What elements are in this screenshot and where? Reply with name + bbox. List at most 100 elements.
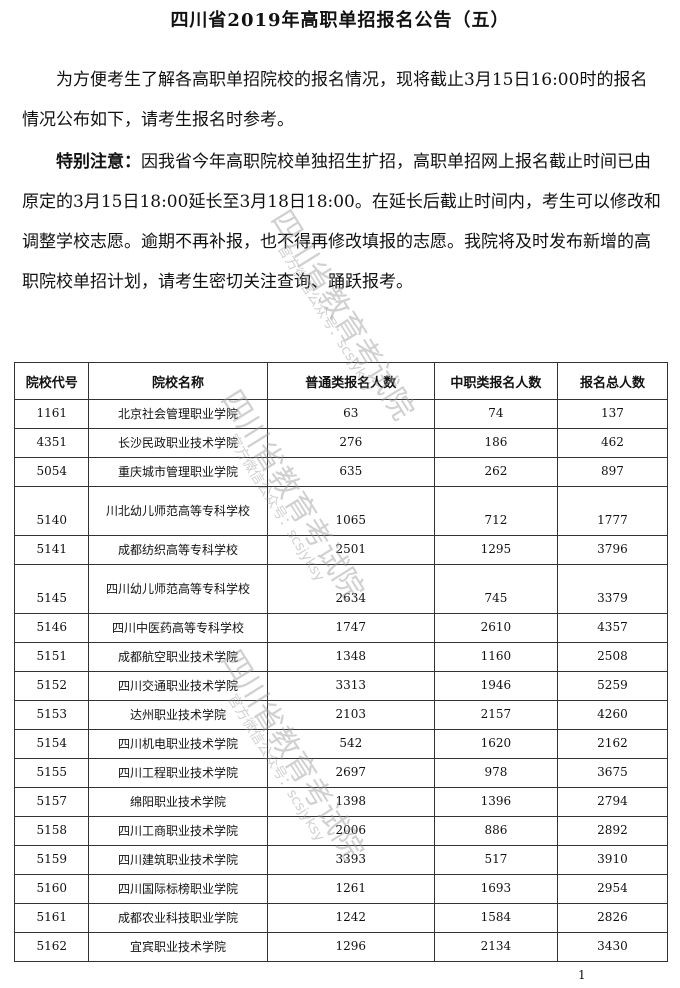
total-count: 4357 bbox=[556, 613, 669, 643]
school-name: 四川幼儿师范高等专科学校 bbox=[88, 564, 268, 614]
total-count: 3910 bbox=[556, 845, 669, 875]
table-row: 5152 四川交通职业技术学院 3313 1946 5259 bbox=[13, 671, 669, 701]
table-row: 5145 四川幼儿师范高等专科学校 2634 745 3379 bbox=[13, 564, 669, 614]
school-code: 5158 bbox=[13, 816, 90, 846]
column-header: 中职类报名人数 bbox=[433, 362, 558, 400]
table-row: 5157 绵阳职业技术学院 1398 1396 2794 bbox=[13, 787, 669, 817]
table-row: 5151 成都航空职业技术学院 1348 1160 2508 bbox=[13, 642, 669, 672]
vocational-count: 1584 bbox=[433, 903, 558, 933]
column-header: 院校名称 bbox=[88, 362, 268, 400]
school-code: 1161 bbox=[13, 399, 90, 429]
table-row: 5160 四川国际标榜职业学院 1261 1693 2954 bbox=[13, 874, 669, 904]
total-count: 2794 bbox=[556, 787, 669, 817]
total-count: 462 bbox=[556, 428, 669, 458]
school-code: 5145 bbox=[13, 564, 90, 614]
table-row: 5162 宜宾职业技术学院 1296 2134 3430 bbox=[13, 932, 669, 962]
general-count: 1296 bbox=[266, 932, 435, 962]
vocational-count: 712 bbox=[433, 486, 558, 536]
general-count: 2103 bbox=[266, 700, 435, 730]
school-code: 5146 bbox=[13, 613, 90, 643]
total-count: 2508 bbox=[556, 642, 669, 672]
vocational-count: 186 bbox=[433, 428, 558, 458]
total-count: 2954 bbox=[556, 874, 669, 904]
column-header: 报名总人数 bbox=[556, 362, 669, 400]
vocational-count: 745 bbox=[433, 564, 558, 614]
school-code: 5140 bbox=[13, 486, 90, 536]
table-row: 5158 四川工商职业技术学院 2006 886 2892 bbox=[13, 816, 669, 846]
school-name: 四川国际标榜职业学院 bbox=[88, 874, 268, 904]
school-code: 5152 bbox=[13, 671, 90, 701]
vocational-count: 2610 bbox=[433, 613, 558, 643]
school-name: 四川中医药高等专科学校 bbox=[88, 613, 268, 643]
vocational-count: 886 bbox=[433, 816, 558, 846]
school-code: 5160 bbox=[13, 874, 90, 904]
vocational-count: 262 bbox=[433, 457, 558, 487]
total-count: 4260 bbox=[556, 700, 669, 730]
school-name: 宜宾职业技术学院 bbox=[88, 932, 268, 962]
table-row: 5154 四川机电职业技术学院 542 1620 2162 bbox=[13, 729, 669, 759]
school-code: 5162 bbox=[13, 932, 90, 962]
total-count: 2162 bbox=[556, 729, 669, 759]
school-code: 5159 bbox=[13, 845, 90, 875]
school-code: 5141 bbox=[13, 535, 90, 565]
vocational-count: 978 bbox=[433, 758, 558, 788]
school-code: 5155 bbox=[13, 758, 90, 788]
school-name: 达州职业技术学院 bbox=[88, 700, 268, 730]
intro-paragraph: 为方便考生了解各高职单招院校的报名情况，现将截止3月15日16:00时的报名情况… bbox=[22, 70, 648, 130]
vocational-count: 517 bbox=[433, 845, 558, 875]
table-header-row: 院校代号 院校名称 普通类报名人数 中职类报名人数 报名总人数 bbox=[13, 362, 669, 400]
total-count: 3379 bbox=[556, 564, 669, 614]
school-code: 5154 bbox=[13, 729, 90, 759]
school-name: 四川工程职业技术学院 bbox=[88, 758, 268, 788]
notice-text: 因我省今年高职院校单独招生扩招，高职单招网上报名截止时间已由原定的3月15日18… bbox=[22, 152, 661, 292]
general-count: 2697 bbox=[266, 758, 435, 788]
school-name: 四川建筑职业技术学院 bbox=[88, 845, 268, 875]
table-row: 1161 北京社会管理职业学院 63 74 137 bbox=[13, 399, 669, 429]
school-code: 5153 bbox=[13, 700, 90, 730]
table-row: 4351 长沙民政职业技术学院 276 186 462 bbox=[13, 428, 669, 458]
vocational-count: 2157 bbox=[433, 700, 558, 730]
school-name: 成都农业科技职业学院 bbox=[88, 903, 268, 933]
table-row: 5155 四川工程职业技术学院 2697 978 3675 bbox=[13, 758, 669, 788]
general-count: 3313 bbox=[266, 671, 435, 701]
school-name: 成都航空职业技术学院 bbox=[88, 642, 268, 672]
general-count: 1398 bbox=[266, 787, 435, 817]
table-row: 5054 重庆城市管理职业学院 635 262 897 bbox=[13, 457, 669, 487]
school-name: 四川机电职业技术学院 bbox=[88, 729, 268, 759]
page-number: 1 bbox=[578, 968, 586, 982]
general-count: 63 bbox=[266, 399, 435, 429]
column-header: 院校代号 bbox=[13, 362, 90, 400]
vocational-count: 1396 bbox=[433, 787, 558, 817]
vocational-count: 74 bbox=[433, 399, 558, 429]
general-count: 1242 bbox=[266, 903, 435, 933]
table-row: 5159 四川建筑职业技术学院 3393 517 3910 bbox=[13, 845, 669, 875]
school-name: 四川交通职业技术学院 bbox=[88, 671, 268, 701]
vocational-count: 1295 bbox=[433, 535, 558, 565]
table-row: 5153 达州职业技术学院 2103 2157 4260 bbox=[13, 700, 669, 730]
vocational-count: 1620 bbox=[433, 729, 558, 759]
total-count: 3430 bbox=[556, 932, 669, 962]
general-count: 2634 bbox=[266, 564, 435, 614]
general-count: 1348 bbox=[266, 642, 435, 672]
school-code: 5161 bbox=[13, 903, 90, 933]
school-name: 绵阳职业技术学院 bbox=[88, 787, 268, 817]
total-count: 3796 bbox=[556, 535, 669, 565]
table-row: 5141 成都纺织高等专科学校 2501 1295 3796 bbox=[13, 535, 669, 565]
general-count: 276 bbox=[266, 428, 435, 458]
vocational-count: 1160 bbox=[433, 642, 558, 672]
general-count: 635 bbox=[266, 457, 435, 487]
total-count: 2892 bbox=[556, 816, 669, 846]
total-count: 5259 bbox=[556, 671, 669, 701]
school-name: 成都纺织高等专科学校 bbox=[88, 535, 268, 565]
school-code: 4351 bbox=[13, 428, 90, 458]
school-code: 5151 bbox=[13, 642, 90, 672]
general-count: 542 bbox=[266, 729, 435, 759]
school-name: 长沙民政职业技术学院 bbox=[88, 428, 268, 458]
general-count: 1261 bbox=[266, 874, 435, 904]
total-count: 1777 bbox=[556, 486, 669, 536]
vocational-count: 2134 bbox=[433, 932, 558, 962]
vocational-count: 1693 bbox=[433, 874, 558, 904]
registration-table: 院校代号 院校名称 普通类报名人数 中职类报名人数 报名总人数 1161 北京社会管理职业… bbox=[13, 362, 669, 962]
general-count: 2501 bbox=[266, 535, 435, 565]
